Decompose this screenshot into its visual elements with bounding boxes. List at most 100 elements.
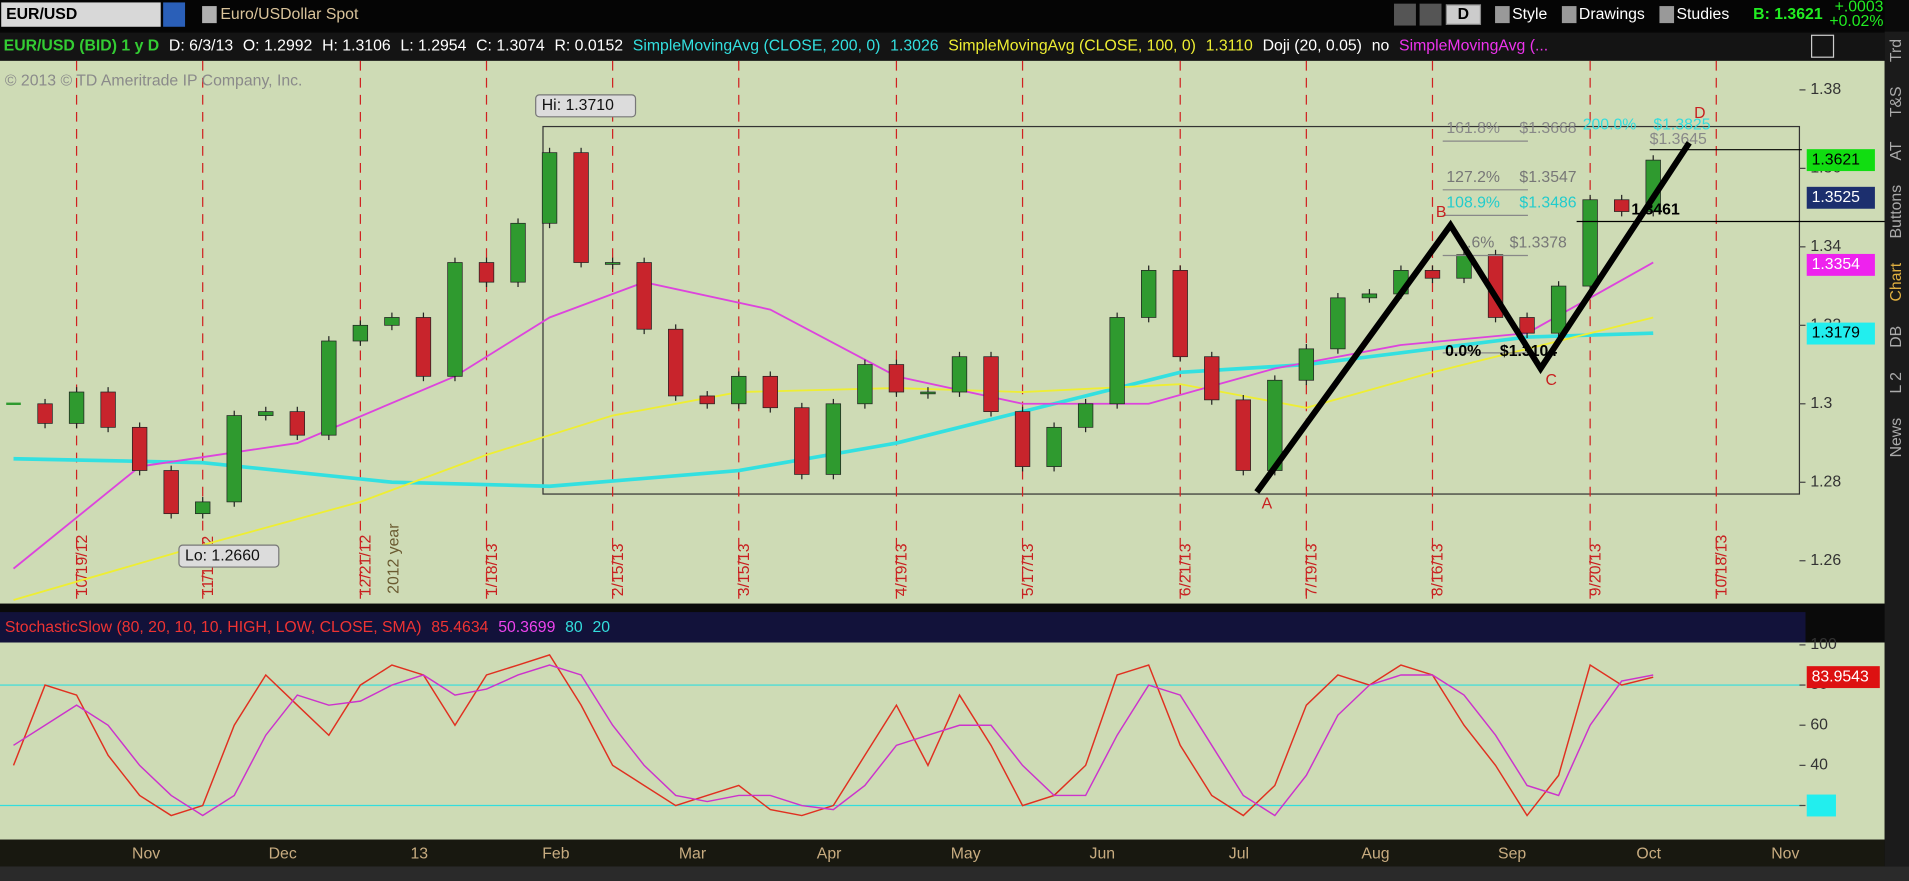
drawing-tool[interactable] <box>1810 34 1835 58</box>
info-item: R: 0.0152 <box>554 37 623 54</box>
study-line <box>12 654 1654 817</box>
study-line <box>13 664 1654 817</box>
time-axis-bar <box>0 839 1885 867</box>
price-change: +.0003 <box>1835 0 1884 15</box>
y-tick-label: 100 <box>1810 636 1837 653</box>
month-label: 13 <box>410 845 428 862</box>
period-box[interactable] <box>1445 4 1482 25</box>
side-tab[interactable]: L 2 <box>1888 372 1905 393</box>
date-label: 4/19/13 <box>894 543 911 596</box>
candle <box>1519 317 1535 334</box>
date-label: 8/16/13 <box>1430 543 1447 596</box>
date-label: 9/20/13 <box>1587 543 1604 596</box>
side-tab[interactable]: Buttons <box>1888 185 1905 239</box>
side-tab[interactable]: Trd <box>1888 39 1905 62</box>
candle <box>100 391 116 428</box>
month-label: Nov <box>132 845 160 862</box>
candle <box>794 407 810 475</box>
date-label: 10/18/13 <box>1714 535 1731 597</box>
toolbar-button-icon[interactable] <box>1495 6 1510 24</box>
fib-label: .6% <box>1467 235 1494 252</box>
candle <box>415 317 432 377</box>
fib-label: 108.9% <box>1446 194 1500 211</box>
candle <box>762 375 778 409</box>
symbol-box[interactable] <box>1 2 161 27</box>
price-label: 1.3354 <box>1812 256 1861 273</box>
side-tab[interactable]: T&S <box>1888 86 1905 117</box>
month-label: Apr <box>817 845 842 862</box>
extreme-label-box <box>535 94 637 118</box>
toolbar-button[interactable]: Style <box>1512 6 1547 23</box>
candle <box>1330 297 1346 350</box>
month-label: Feb <box>542 845 569 862</box>
pattern-label: D <box>1694 105 1705 122</box>
candle <box>951 356 968 393</box>
date-label: 5/17/13 <box>1020 543 1037 596</box>
study-header <box>0 612 1806 643</box>
toolbar-button-icon[interactable] <box>1561 6 1577 24</box>
status-bar <box>0 866 1909 881</box>
pattern-label: B <box>1436 204 1447 221</box>
study-title: StochasticSlow (80, 20, 10, 10, HIGH, LO… <box>5 619 422 636</box>
month-label: Aug <box>1361 845 1389 862</box>
price-label: 1.3179 <box>1812 325 1861 342</box>
candle <box>131 426 148 471</box>
price-label: 1.3525 <box>1812 189 1861 206</box>
fib-label: $1.3645 <box>1650 131 1707 148</box>
candle <box>321 340 337 436</box>
month-label: Mar <box>679 845 706 862</box>
candle <box>258 411 274 416</box>
y-tick-label: 40 <box>1810 757 1828 774</box>
side-tab[interactable]: News <box>1888 418 1905 458</box>
candle <box>1456 254 1472 279</box>
candle <box>195 501 211 515</box>
fib-label: 127.2% <box>1446 169 1500 186</box>
symbol-dropdown[interactable] <box>163 2 186 27</box>
extreme-label-box <box>178 544 280 568</box>
study-level: 20 <box>592 619 610 636</box>
side-tab-bar <box>1884 31 1909 867</box>
last-value: 83.9543 <box>1812 668 1869 685</box>
candle <box>1361 293 1378 299</box>
price-change: +0.02% <box>1829 13 1883 30</box>
tool-icon[interactable] <box>1419 3 1442 26</box>
y-tick-label: 60 <box>1810 716 1828 733</box>
info-item: C: 1.3074 <box>476 37 545 54</box>
last-value-box <box>1806 666 1880 689</box>
y-tick-label: 1.28 <box>1810 473 1841 490</box>
info-item: 1.3110 <box>1206 37 1253 54</box>
toolbar-button-icon[interactable] <box>1659 6 1675 24</box>
year-marker: 2012 year <box>386 523 403 593</box>
candle <box>1172 270 1188 358</box>
candle <box>163 470 179 515</box>
symbol-description: Euro/USDollar Spot <box>220 6 359 23</box>
candle <box>510 222 526 283</box>
date-label: 7/19/13 <box>1304 543 1321 596</box>
candle <box>1077 403 1094 428</box>
candle <box>731 375 747 405</box>
candle <box>384 317 400 326</box>
study-value: 50.3699 <box>498 619 555 636</box>
side-tab[interactable]: Chart <box>1888 262 1905 301</box>
price-label: 1.3621 <box>1812 151 1861 168</box>
candle <box>68 391 85 424</box>
candle <box>604 262 621 265</box>
toolbar-button[interactable]: Studies <box>1677 6 1730 23</box>
candle <box>1046 426 1062 467</box>
chart-layer: Style Drawings Studies B: 1.3621 +.0003+0.02… <box>0 0 1905 862</box>
toolbar-button[interactable]: Drawings <box>1579 6 1645 23</box>
candle <box>888 364 905 393</box>
period-button[interactable]: D <box>1458 6 1469 23</box>
candle <box>1582 199 1598 287</box>
side-tab[interactable]: AT <box>1888 141 1905 160</box>
tool-icon[interactable] <box>1394 3 1416 26</box>
symbol[interactable]: EUR/USD <box>6 6 77 23</box>
month-label: Jul <box>1229 845 1249 862</box>
side-tab[interactable]: DB <box>1888 326 1905 348</box>
month-label: Oct <box>1636 845 1661 862</box>
price-label-box <box>1806 253 1875 276</box>
candle <box>1014 411 1031 467</box>
candle <box>1235 399 1251 471</box>
info-item: SimpleMovingAvg (... <box>1399 37 1548 54</box>
